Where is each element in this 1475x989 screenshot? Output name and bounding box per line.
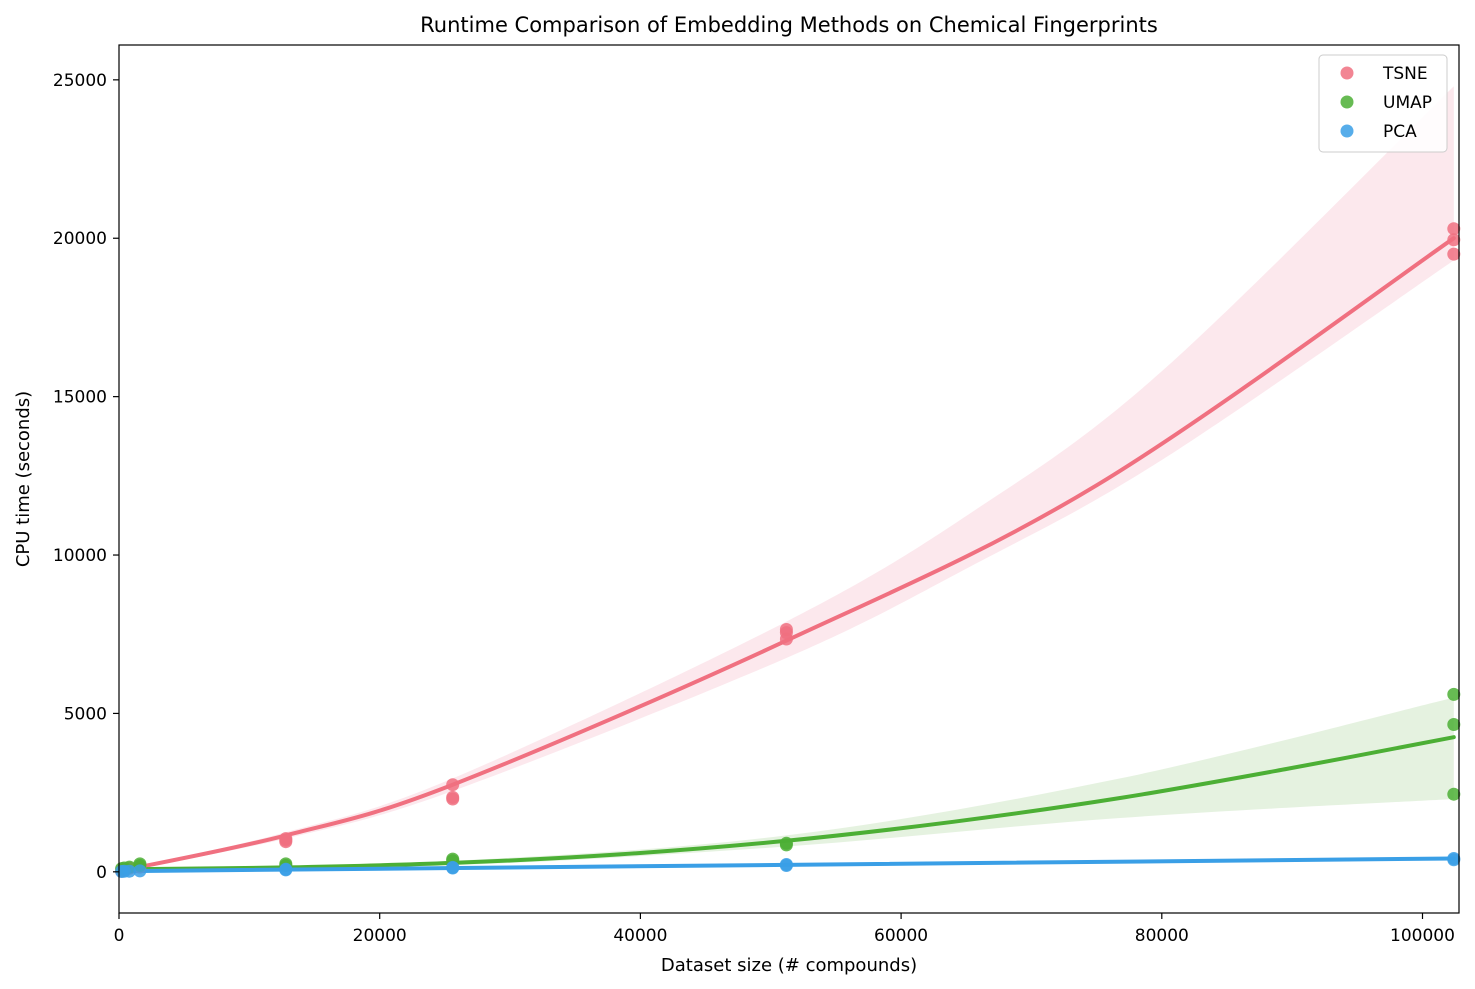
umap-point [1447,718,1461,731]
x-tick-label: 0 [114,926,125,946]
legend-label-umap: UMAP [1383,93,1432,113]
pca-point [133,864,147,878]
chart-title: Runtime Comparison of Embedding Methods … [420,13,1158,37]
pca-point [1447,852,1461,865]
pca-point [446,860,460,874]
y-axis-ticks: 0 5000 10000 15000 20000 25000 [53,71,119,883]
legend-label-pca: PCA [1383,122,1417,142]
y-axis-label: CPU time (seconds) [13,391,34,567]
tsne-point [779,623,793,636]
y-tick-label: 0 [96,863,107,883]
y-tick-label: 20000 [53,229,107,249]
pca-point [279,862,293,876]
legend-marker-pca [1340,124,1354,138]
tsne-point [1447,247,1461,261]
tsne-point [446,778,460,792]
y-tick-label: 15000 [53,388,107,408]
umap-confidence-band [119,697,1454,870]
umap-point [1447,787,1461,801]
pca-point [779,858,793,871]
tsne-point [1447,233,1461,247]
x-tick-label: 100000 [1390,926,1455,946]
y-tick-label: 10000 [53,546,107,566]
x-tick-label: 60000 [874,926,928,946]
legend-marker-tsne [1340,66,1354,80]
tsne-point [446,790,460,804]
legend-label-tsne: TSNE [1382,64,1428,84]
y-tick-label: 5000 [64,704,107,724]
data-points [115,222,1461,878]
legend[interactable]: TSNE UMAP PCA [1318,54,1448,153]
x-axis-label: Dataset size (# compounds) [661,955,917,976]
tsne-point [279,832,293,846]
pca-point [122,864,136,878]
x-axis-ticks: 0 20000 40000 60000 80000 100000 [114,913,1455,946]
umap-point [779,836,793,850]
tsne-point [1447,222,1461,236]
legend-marker-umap [1340,95,1354,109]
x-tick-label: 80000 [1135,926,1189,946]
y-tick-label: 25000 [53,71,107,91]
x-tick-label: 40000 [613,926,667,946]
x-tick-label: 20000 [353,926,407,946]
plot-frame [118,44,1460,914]
umap-point [1447,687,1461,701]
